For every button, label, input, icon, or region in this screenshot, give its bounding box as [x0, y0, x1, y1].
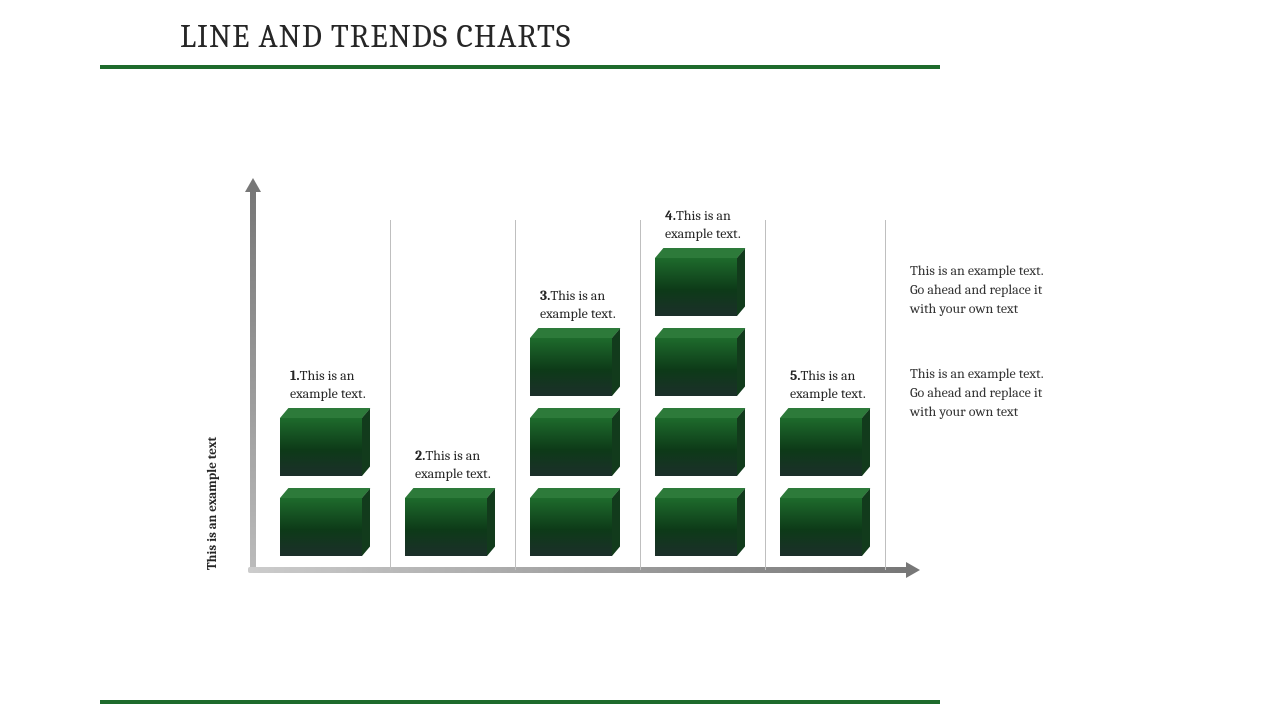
chart-cube — [780, 490, 870, 556]
bottom-divider — [100, 700, 940, 704]
chart-cube — [405, 490, 495, 556]
chart-cube — [655, 410, 745, 476]
column-label: 1.This is an example text. — [290, 367, 400, 402]
bar-chart: This is an example text 1.This is an exa… — [250, 200, 900, 570]
column-label: 4.This is an example text. — [665, 207, 775, 242]
chart-cube — [280, 410, 370, 476]
chart-cube — [280, 490, 370, 556]
grid-line — [640, 220, 641, 570]
y-axis-label: This is an example text — [205, 437, 220, 570]
chart-cube — [780, 410, 870, 476]
column-label: 3.This is an example text. — [540, 287, 650, 322]
chart-cube — [655, 330, 745, 396]
chart-cube — [530, 330, 620, 396]
side-paragraph-1: This is an example text. Go ahead and re… — [910, 262, 1060, 319]
chart-cube — [530, 410, 620, 476]
page-title: LINE AND TRENDS CHARTS — [180, 18, 571, 55]
side-paragraph-2: This is an example text. Go ahead and re… — [910, 365, 1060, 422]
chart-cube — [530, 490, 620, 556]
top-divider — [100, 65, 940, 69]
grid-line — [765, 220, 766, 570]
chart-cube — [655, 250, 745, 316]
column-label: 2.This is an example text. — [415, 447, 525, 482]
chart-cube — [655, 490, 745, 556]
y-axis-arrow — [250, 190, 256, 570]
column-label: 5.This is an example text. — [790, 367, 900, 402]
grid-line — [515, 220, 516, 570]
